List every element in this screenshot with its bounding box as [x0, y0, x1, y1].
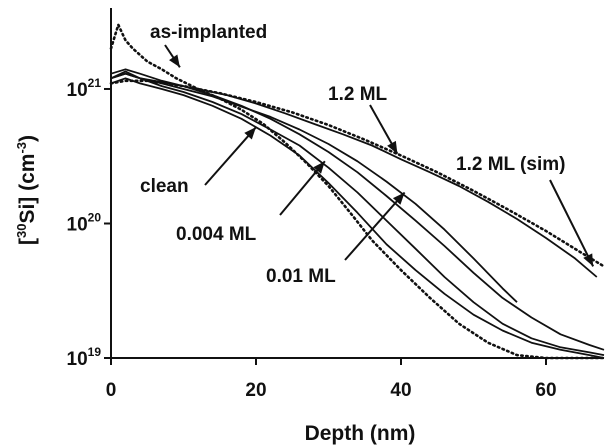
annotation-0-004-ml: 0.004 ML: [176, 224, 257, 245]
x-tick-label: 20: [245, 380, 266, 401]
series-0-01-ml: [110, 68, 605, 351]
series-0-004-ml: [110, 70, 605, 356]
annotation-arrowhead: [244, 127, 256, 140]
annotation-arrowhead: [313, 161, 325, 174]
annotation-1-2-ml-sim: 1.2 ML (sim): [456, 154, 565, 175]
axes-layer: [110, 8, 604, 359]
y-tick-label: 1019: [67, 345, 102, 370]
x-tick-label: 0: [106, 380, 117, 401]
x-tick-label: 60: [535, 380, 556, 401]
annotation-arrowhead: [583, 253, 594, 267]
y-axis-label: [30Si] (cm-3): [14, 135, 39, 245]
annotation-clean: clean: [140, 176, 189, 197]
x-tick-label: 40: [390, 380, 411, 401]
annotation-arrowhead: [392, 192, 405, 205]
annotation-arrow: [204, 126, 257, 186]
series-clean: [110, 77, 605, 359]
series-1-2-ml: [110, 72, 598, 278]
annotation-arrowhead: [169, 54, 180, 68]
series-1-2-ml-sim: [109, 79, 606, 268]
annotation-arrow: [344, 191, 406, 261]
tick-layer: 0 20 40 60 1021 1020 1019: [67, 76, 557, 401]
series-layer: [109, 23, 606, 360]
annotation-1-2-ml: 1.2 ML: [328, 84, 388, 105]
annotation-arrowhead: [387, 140, 398, 154]
x-axis-label: Depth (nm): [305, 422, 416, 445]
annotation-layer: as-implanted 1.2 ML 1.2 ML (sim) clean 0.004…: [140, 22, 595, 287]
annotation-arrow: [549, 179, 595, 267]
y-tick-label: 1020: [67, 210, 102, 235]
series-as-implanted: [109, 23, 606, 360]
annotation-as-implanted: as-implanted: [150, 22, 267, 43]
y-tick-label: 1021: [67, 76, 102, 101]
annotation-0-01-ml: 0.01 ML: [266, 266, 336, 287]
